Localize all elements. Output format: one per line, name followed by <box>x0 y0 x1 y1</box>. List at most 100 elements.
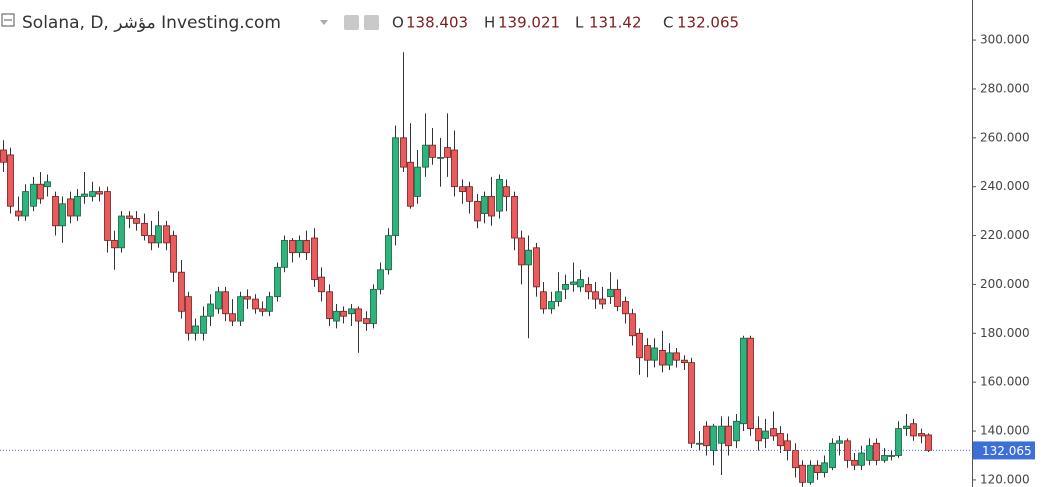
candle-body <box>126 215 133 219</box>
candle-body <box>725 425 732 447</box>
y-tick-label: 240.000 <box>980 179 1030 193</box>
candle-body <box>733 420 740 442</box>
candle-body <box>651 347 658 361</box>
y-tick-label: 220.000 <box>980 228 1030 242</box>
candle-body <box>15 210 22 217</box>
candle-body <box>289 240 296 254</box>
candle-body <box>252 298 259 310</box>
candle-body <box>170 235 177 273</box>
candle-body <box>873 442 880 461</box>
candle-body <box>696 442 703 445</box>
candle-body <box>910 423 917 437</box>
candle-body <box>747 337 754 429</box>
candle-body <box>200 315 207 334</box>
candle-body <box>318 276 325 293</box>
ohlc-value: 131.42 <box>589 14 642 32</box>
ohlc-value: 138.403 <box>406 14 468 32</box>
candle-body <box>178 271 185 312</box>
candle-body <box>925 434 932 451</box>
candle-body <box>474 200 481 222</box>
last-price-tag <box>973 441 1035 460</box>
candle-body <box>777 433 784 447</box>
candle-body <box>903 425 910 429</box>
candle-body <box>481 196 488 214</box>
ohlc-label: C <box>663 14 673 32</box>
candle-body <box>222 291 229 315</box>
candle-body <box>533 247 540 288</box>
ohlc-label: H <box>484 14 495 32</box>
candle-body <box>444 147 451 158</box>
candle-body <box>163 225 170 244</box>
candle-body <box>688 362 695 444</box>
candle-body <box>496 178 503 212</box>
candle-body <box>451 149 458 188</box>
last-price-label: 132.065 <box>982 444 1032 458</box>
candle-body <box>370 288 377 324</box>
candle-body <box>266 296 273 312</box>
settings-icon[interactable] <box>364 15 379 30</box>
candle-body <box>881 455 888 461</box>
candle-body <box>274 266 281 298</box>
candle-body <box>281 240 288 268</box>
collapse-icon[interactable] <box>1 13 15 27</box>
candle-body <box>918 433 925 437</box>
candle-body <box>133 218 140 224</box>
candle-body <box>0 149 7 163</box>
y-tick-label: 160.000 <box>980 375 1030 389</box>
candle-body <box>866 445 873 461</box>
candle-body <box>52 196 59 227</box>
candle-body <box>548 301 555 310</box>
chart-title: Solana, D, مؤشر Investing.com <box>22 13 281 33</box>
candle-body <box>799 464 806 483</box>
candle-body <box>74 196 81 217</box>
candle-body <box>392 137 399 236</box>
candle-body <box>614 288 621 307</box>
candle-body <box>466 186 473 202</box>
visibility-icon[interactable] <box>344 15 359 30</box>
candle-body <box>666 352 673 366</box>
candle-body <box>762 430 769 439</box>
candle-body <box>111 240 118 249</box>
dropdown-arrow[interactable] <box>320 20 328 25</box>
candle-body <box>30 183 37 207</box>
candle-body <box>895 428 902 456</box>
y-tick-label: 200.000 <box>980 277 1030 291</box>
ohlc-label: L <box>575 14 584 32</box>
candle-body <box>207 303 214 317</box>
candle-body <box>525 249 532 266</box>
candle-body <box>437 156 444 159</box>
candle-body <box>562 284 569 290</box>
candle-body <box>888 455 895 457</box>
candle-body <box>710 425 717 451</box>
candle-body <box>44 181 51 188</box>
y-tick-label: 300.000 <box>980 33 1030 47</box>
candle-body <box>829 442 836 469</box>
candle-body <box>585 284 592 293</box>
candle-body <box>303 240 310 254</box>
candle-body <box>192 325 199 334</box>
candle-body <box>703 425 710 447</box>
candle-body <box>96 191 103 195</box>
candle-body <box>355 308 362 322</box>
candle-body <box>326 291 333 320</box>
candle-body <box>237 296 244 322</box>
candle-body <box>592 291 599 300</box>
candle-body <box>555 291 562 302</box>
candle-body <box>644 345 651 361</box>
candle-body <box>244 296 251 300</box>
candle-body <box>755 428 762 442</box>
candle-body <box>599 298 606 305</box>
candle-body <box>215 291 222 310</box>
y-tick-label: 280.000 <box>980 81 1030 95</box>
candle-body <box>577 279 584 288</box>
candle-body <box>851 459 858 466</box>
candle-body <box>296 240 303 254</box>
y-tick-label: 120.000 <box>980 472 1030 486</box>
candle-body <box>340 310 347 317</box>
candle-body <box>459 186 466 192</box>
candle-body <box>81 193 88 197</box>
candle-body <box>429 144 436 158</box>
candle-body <box>792 450 799 469</box>
ohlc-value: 139.021 <box>498 14 560 32</box>
